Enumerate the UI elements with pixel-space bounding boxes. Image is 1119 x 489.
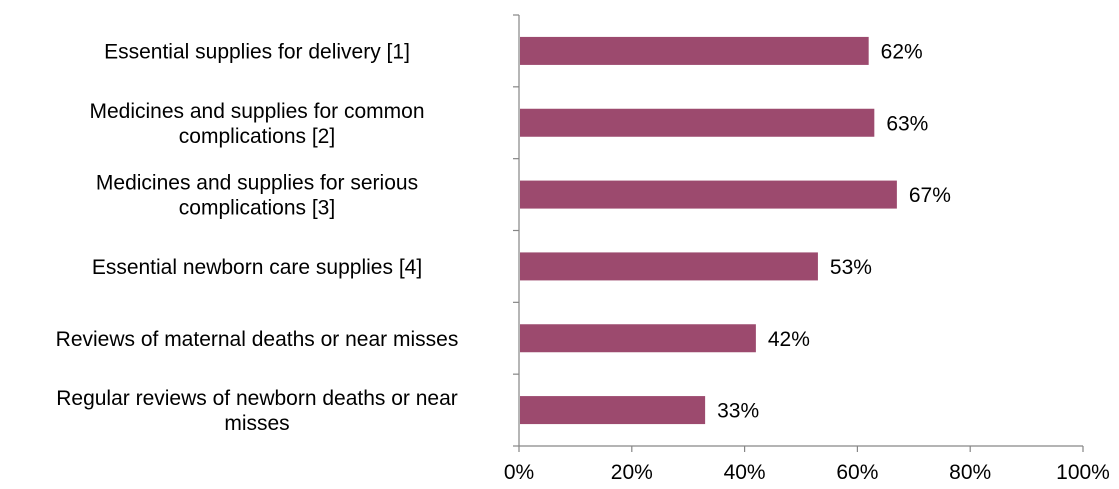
category-label: complications [3] [179,197,335,220]
category-label: Medicines and supplies for common [90,100,425,123]
x-tick-label: 60% [836,461,878,484]
category-label: Medicines and supplies for serious [96,172,418,195]
x-tick-label: 0% [504,461,534,484]
data-labels: 62% 63% 67% 53% 42% 33% [717,40,951,422]
x-tick-label: 80% [949,461,991,484]
data-label: 67% [909,184,951,207]
category-label: Essential supplies for delivery [1] [104,40,410,63]
bar [520,396,706,425]
x-tick-labels: 0% 20% 40% 60% 80% 100% [504,461,1110,484]
axes [513,14,1084,452]
category-label: Essential newborn care supplies [4] [92,256,422,279]
bar [520,108,875,137]
data-label: 42% [768,328,810,351]
category-labels: Essential supplies for delivery [1] Medic… [56,40,459,435]
category-label: Reviews of maternal deaths or near misse… [56,328,459,351]
category-label: Regular reviews of newborn deaths or nea… [56,387,458,410]
bar [520,324,756,353]
category-label: complications [2] [179,125,335,148]
data-label: 63% [886,112,928,135]
bar [520,36,869,65]
category-label: misses [224,412,289,435]
bar [520,180,897,209]
x-tick-label: 100% [1056,461,1110,484]
x-tick-label: 20% [611,461,653,484]
data-label: 53% [830,256,872,279]
x-tick-label: 40% [724,461,766,484]
bar [520,252,818,281]
data-label: 33% [717,400,759,423]
bars [520,36,897,425]
data-label: 62% [881,40,923,63]
